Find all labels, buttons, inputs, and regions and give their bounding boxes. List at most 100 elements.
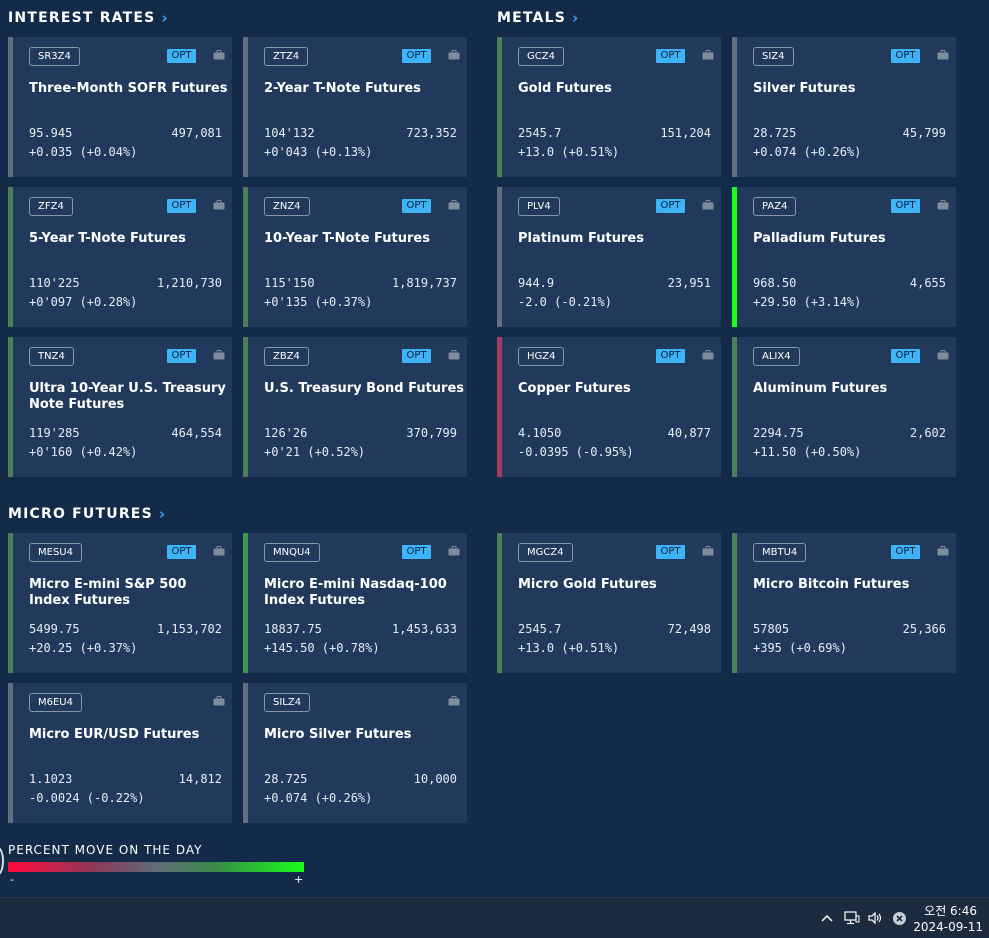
volume: 14,812 xyxy=(178,772,222,786)
contract-name: Platinum Futures xyxy=(518,231,644,246)
contract-name: Micro E-mini Nasdaq-100 Index Futures xyxy=(264,577,447,608)
volume: 1,819,737 xyxy=(391,276,457,290)
briefcase-icon[interactable] xyxy=(448,696,460,706)
options-badge[interactable]: OPT xyxy=(891,49,920,63)
futures-card[interactable]: HGZ4 OPT Copper Futures 4.1050 40,877 -0… xyxy=(497,337,721,477)
futures-card[interactable]: MBTU4 OPT Micro Bitcoin Futures 57805 25… xyxy=(732,533,956,673)
price-change: +29.50 (+3.14%) xyxy=(753,295,862,309)
futures-card[interactable]: SR3Z4 OPT Three-Month SOFR Futures 95.94… xyxy=(8,37,232,177)
legend-plus-label: + xyxy=(294,873,304,886)
options-badge[interactable]: OPT xyxy=(656,545,685,559)
section-title-interest-rates[interactable]: INTEREST RATES › xyxy=(8,10,169,26)
contract-name: Ultra 10-Year U.S. Treasury Note Futures xyxy=(29,381,226,412)
chevron-up-icon[interactable] xyxy=(820,909,834,927)
briefcase-icon[interactable] xyxy=(213,50,225,60)
briefcase-icon[interactable] xyxy=(702,50,714,60)
briefcase-icon[interactable] xyxy=(937,200,949,210)
futures-card[interactable]: PLV4 OPT Platinum Futures 944.9 23,951 -… xyxy=(497,187,721,327)
contract-name: Silver Futures xyxy=(753,81,856,96)
last-price: 95.945 xyxy=(29,126,73,140)
volume: 1,210,730 xyxy=(156,276,222,290)
symbol-badge: PLV4 xyxy=(518,197,560,216)
options-badge[interactable]: OPT xyxy=(402,545,431,559)
symbol-badge: MBTU4 xyxy=(753,543,807,562)
options-badge[interactable]: OPT xyxy=(167,199,196,213)
close-circle-icon[interactable] xyxy=(891,909,907,927)
briefcase-icon[interactable] xyxy=(448,350,460,360)
briefcase-icon[interactable] xyxy=(213,350,225,360)
futures-card[interactable]: PAZ4 OPT Palladium Futures 968.50 4,655 … xyxy=(732,187,956,327)
volume: 151,204 xyxy=(660,126,711,140)
volume: 370,799 xyxy=(406,426,457,440)
contract-name: Three-Month SOFR Futures xyxy=(29,81,228,96)
section-title-metals[interactable]: METALS › xyxy=(497,10,579,26)
contract-name: Aluminum Futures xyxy=(753,381,888,396)
network-icon[interactable] xyxy=(843,909,861,927)
volume: 1,453,633 xyxy=(391,622,457,636)
last-price: 944.9 xyxy=(518,276,555,290)
options-badge[interactable]: OPT xyxy=(656,349,685,363)
futures-card[interactable]: ZTZ4 OPT 2-Year T-Note Futures 104'132 7… xyxy=(243,37,467,177)
clock-time[interactable]: 오전 6:46 xyxy=(924,904,977,918)
briefcase-icon[interactable] xyxy=(213,200,225,210)
futures-card[interactable]: ZBZ4 OPT U.S. Treasury Bond Futures 126'… xyxy=(243,337,467,477)
contract-name: 2-Year T-Note Futures xyxy=(264,81,421,96)
briefcase-icon[interactable] xyxy=(213,546,225,556)
options-badge[interactable]: OPT xyxy=(167,349,196,363)
briefcase-icon[interactable] xyxy=(448,200,460,210)
futures-card[interactable]: SILZ4 Micro Silver Futures 28.725 10,000… xyxy=(243,683,467,823)
scroll-handle[interactable] xyxy=(0,846,4,876)
options-badge[interactable]: OPT xyxy=(656,199,685,213)
last-price: 28.725 xyxy=(753,126,797,140)
speaker-icon[interactable] xyxy=(866,909,884,927)
last-price: 2545.7 xyxy=(518,126,562,140)
options-badge[interactable]: OPT xyxy=(167,545,196,559)
futures-card[interactable]: MESU4 OPT Micro E-mini S&P 500 Index Fut… xyxy=(8,533,232,673)
futures-card[interactable]: MNQU4 OPT Micro E-mini Nasdaq-100 Index … xyxy=(243,533,467,673)
options-badge[interactable]: OPT xyxy=(167,49,196,63)
options-badge[interactable]: OPT xyxy=(402,49,431,63)
briefcase-icon[interactable] xyxy=(702,200,714,210)
futures-card[interactable]: ZFZ4 OPT 5-Year T-Note Futures 110'225 1… xyxy=(8,187,232,327)
futures-card[interactable]: M6EU4 Micro EUR/USD Futures 1.1023 14,81… xyxy=(8,683,232,823)
contract-name: Copper Futures xyxy=(518,381,631,396)
briefcase-icon[interactable] xyxy=(937,350,949,360)
clock-date[interactable]: 2024-09-11 xyxy=(913,920,983,934)
price-change: +0.035 (+0.04%) xyxy=(29,145,138,159)
chevron-right-icon: › xyxy=(158,504,167,523)
symbol-badge: ALIX4 xyxy=(753,347,800,366)
volume: 45,799 xyxy=(902,126,946,140)
futures-card[interactable]: ZNZ4 OPT 10-Year T-Note Futures 115'150 … xyxy=(243,187,467,327)
briefcase-icon[interactable] xyxy=(937,50,949,60)
futures-card[interactable]: GCZ4 OPT Gold Futures 2545.7 151,204 +13… xyxy=(497,37,721,177)
contract-name: 10-Year T-Note Futures xyxy=(264,231,430,246)
price-change: +13.0 (+0.51%) xyxy=(518,145,620,159)
options-badge[interactable]: OPT xyxy=(891,349,920,363)
briefcase-icon[interactable] xyxy=(448,546,460,556)
price-change: +395 (+0.69%) xyxy=(753,641,847,655)
options-badge[interactable]: OPT xyxy=(656,49,685,63)
last-price: 2545.7 xyxy=(518,622,562,636)
futures-card[interactable]: ALIX4 OPT Aluminum Futures 2294.75 2,602… xyxy=(732,337,956,477)
section-title-micro-futures[interactable]: MICRO FUTURES › xyxy=(8,506,166,522)
briefcase-icon[interactable] xyxy=(213,696,225,706)
last-price: 4.1050 xyxy=(518,426,562,440)
briefcase-icon[interactable] xyxy=(702,350,714,360)
briefcase-icon[interactable] xyxy=(702,546,714,556)
options-badge[interactable]: OPT xyxy=(891,545,920,559)
last-price: 18837.75 xyxy=(264,622,322,636)
options-badge[interactable]: OPT xyxy=(402,199,431,213)
briefcase-icon[interactable] xyxy=(448,50,460,60)
symbol-badge: ZBZ4 xyxy=(264,347,309,366)
volume: 497,081 xyxy=(171,126,222,140)
volume: 2,602 xyxy=(909,426,946,440)
options-badge[interactable]: OPT xyxy=(402,349,431,363)
futures-card[interactable]: MGCZ4 OPT Micro Gold Futures 2545.7 72,4… xyxy=(497,533,721,673)
futures-card[interactable]: SIZ4 OPT Silver Futures 28.725 45,799 +0… xyxy=(732,37,956,177)
options-badge[interactable]: OPT xyxy=(891,199,920,213)
futures-card[interactable]: TNZ4 OPT Ultra 10-Year U.S. Treasury Not… xyxy=(8,337,232,477)
last-price: 28.725 xyxy=(264,772,308,786)
volume: 723,352 xyxy=(406,126,457,140)
section-title-label: MICRO FUTURES xyxy=(8,506,153,522)
briefcase-icon[interactable] xyxy=(937,546,949,556)
